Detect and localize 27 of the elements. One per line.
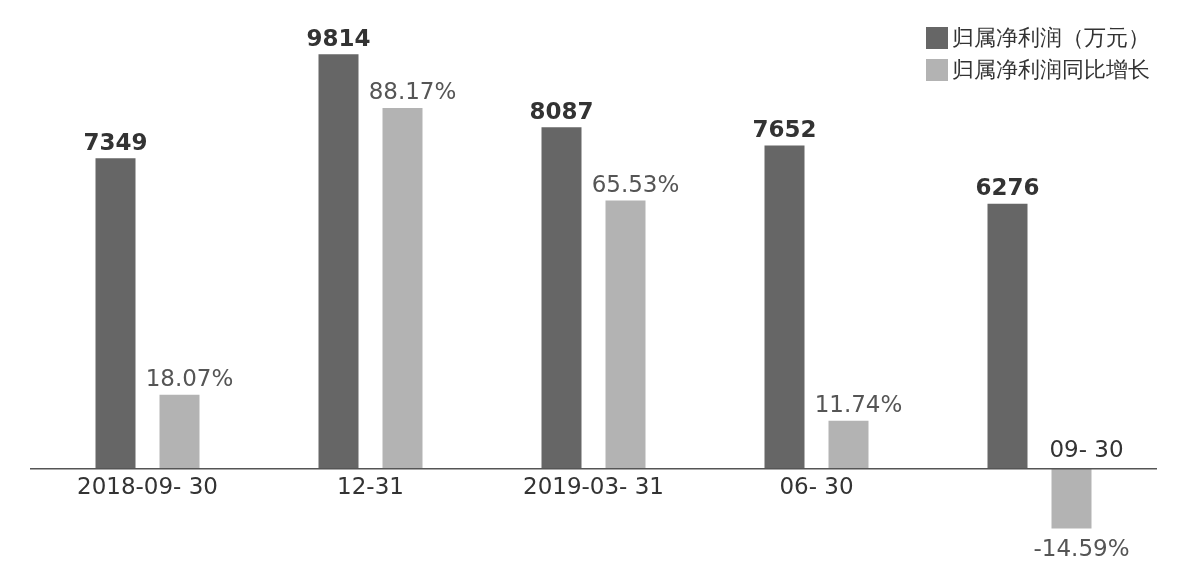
data-label: 65.53% bbox=[591, 170, 680, 197]
bar bbox=[764, 145, 805, 469]
bar bbox=[541, 127, 582, 469]
data-label: 18.07% bbox=[145, 365, 234, 392]
data-label: 8087 bbox=[529, 97, 594, 124]
data-label: 6276 bbox=[975, 174, 1040, 201]
legend-label: 归属净利润（万元） bbox=[952, 24, 1150, 52]
bar bbox=[318, 54, 359, 469]
x-tick-label: 12-31 bbox=[337, 473, 404, 500]
bar bbox=[828, 420, 869, 469]
bar bbox=[159, 394, 200, 469]
data-label: 11.74% bbox=[814, 391, 903, 418]
bar bbox=[605, 200, 646, 469]
x-tick-label: 06- 30 bbox=[779, 473, 854, 500]
bar bbox=[987, 203, 1028, 469]
x-tick-label: 2019-03- 31 bbox=[523, 473, 664, 500]
bar bbox=[95, 158, 136, 469]
data-label: 7349 bbox=[83, 128, 148, 155]
data-label: -14.59% bbox=[1033, 534, 1130, 561]
data-label: 9814 bbox=[306, 24, 371, 51]
bar bbox=[382, 107, 423, 469]
data-label: 88.17% bbox=[368, 78, 457, 105]
data-label: 7652 bbox=[752, 116, 817, 143]
x-tick-label: 09- 30 bbox=[1049, 436, 1124, 463]
x-tick-label: 2018-09- 30 bbox=[77, 473, 218, 500]
legend-label: 归属净利润同比增长 bbox=[952, 56, 1150, 84]
bar bbox=[1051, 468, 1092, 529]
